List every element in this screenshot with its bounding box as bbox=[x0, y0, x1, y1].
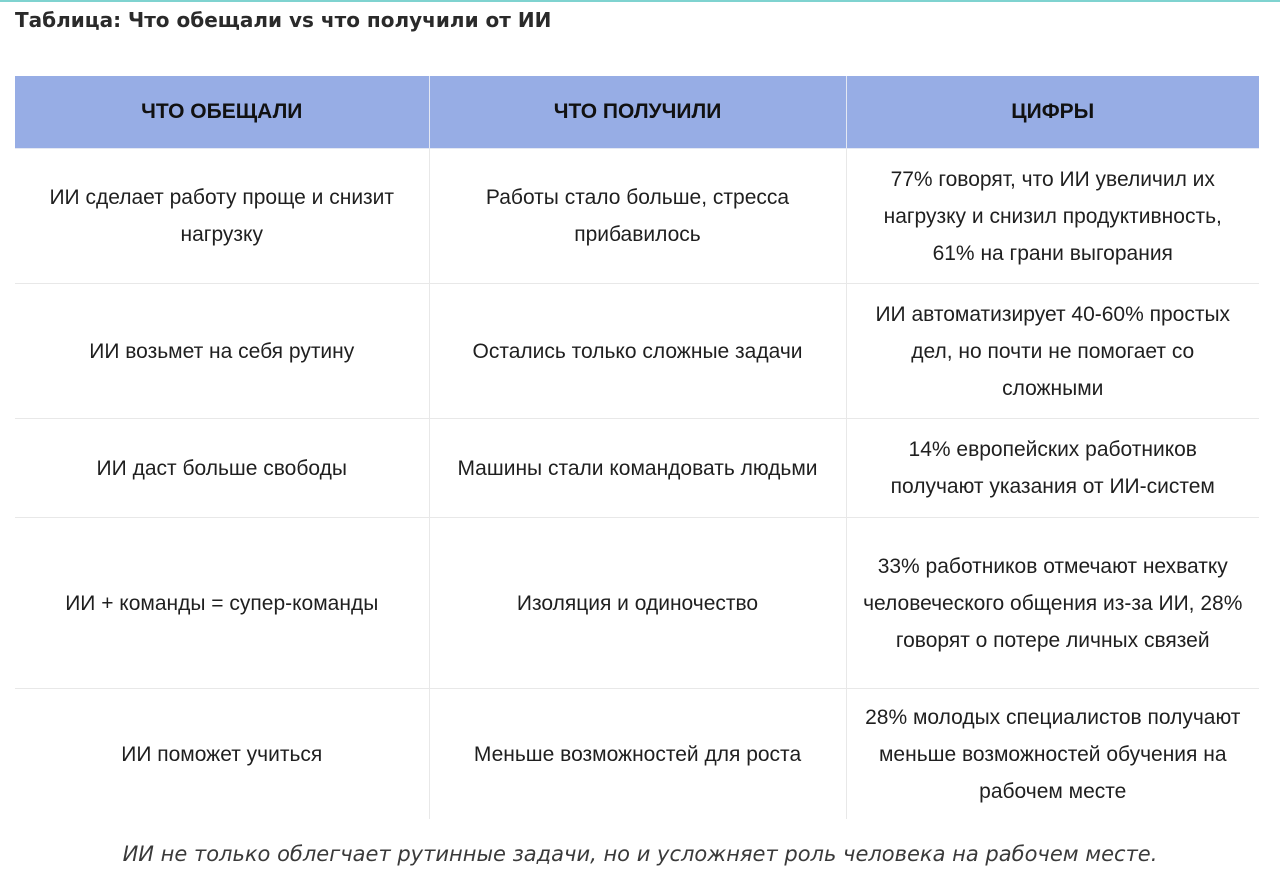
cell-got: Машины стали командовать людьми bbox=[428, 418, 846, 518]
cell-got: Изоляция и одиночество bbox=[428, 517, 846, 689]
cell-promised: ИИ + команды = супер-команды bbox=[15, 517, 429, 689]
cell-figures: 77% говорят, что ИИ увеличил их нагрузку… bbox=[845, 148, 1259, 284]
comparison-table: ЧТО ОБЕЩАЛИ ЧТО ПОЛУЧИЛИ ЦИФРЫ ИИ сделае… bbox=[15, 76, 1259, 819]
column-header-promised: ЧТО ОБЕЩАЛИ bbox=[15, 76, 429, 149]
top-divider bbox=[0, 0, 1280, 2]
cell-figures: 28% молодых специалистов получают меньше… bbox=[845, 688, 1259, 819]
cell-got: Работы стало больше, стресса прибавилось bbox=[428, 148, 846, 284]
table-caption: ИИ не только облегчает рутинные задачи, … bbox=[122, 842, 1158, 866]
table-row: ИИ + команды = супер-команды Изоляция и … bbox=[15, 517, 1259, 689]
table-body: ИИ сделает работу проще и снизит нагрузк… bbox=[15, 148, 1259, 819]
table-row: ИИ поможет учиться Меньше возможностей д… bbox=[15, 688, 1259, 819]
cell-got: Меньше возможностей для роста bbox=[428, 688, 846, 819]
cell-figures: ИИ автоматизирует 40-60% простых дел, но… bbox=[845, 283, 1259, 419]
cell-promised: ИИ сделает работу проще и снизит нагрузк… bbox=[15, 148, 429, 284]
table-header: ЧТО ОБЕЩАЛИ ЧТО ПОЛУЧИЛИ ЦИФРЫ bbox=[15, 76, 1259, 149]
comparison-table-container: ЧТО ОБЕЩАЛИ ЧТО ПОЛУЧИЛИ ЦИФРЫ ИИ сделае… bbox=[15, 76, 1259, 819]
cell-promised: ИИ поможет учиться bbox=[121, 742, 323, 766]
column-header-figures: ЦИФРЫ bbox=[845, 76, 1259, 149]
table-row: ИИ даст больше свободы Машины стали кома… bbox=[15, 418, 1259, 518]
cell-promised: ИИ даст больше свободы bbox=[15, 418, 429, 518]
table-row: ИИ возьмет на себя рутину Остались тольк… bbox=[15, 283, 1259, 419]
page-title: Таблица: Что обещали vs что получили от … bbox=[15, 8, 552, 32]
cell-figures: 14% европейских работников получают указ… bbox=[845, 418, 1259, 518]
column-header-got: ЧТО ПОЛУЧИЛИ bbox=[428, 76, 846, 149]
table-row: ИИ сделает работу проще и снизит нагрузк… bbox=[15, 148, 1259, 284]
cell-figures: 33% работников отмечают нехватку человеч… bbox=[845, 517, 1259, 689]
cell-got: Остались только сложные задачи bbox=[428, 283, 846, 419]
table-header-row: ЧТО ОБЕЩАЛИ ЧТО ПОЛУЧИЛИ ЦИФРЫ bbox=[15, 76, 1259, 149]
cell-promised: ИИ возьмет на себя рутину bbox=[15, 283, 429, 419]
